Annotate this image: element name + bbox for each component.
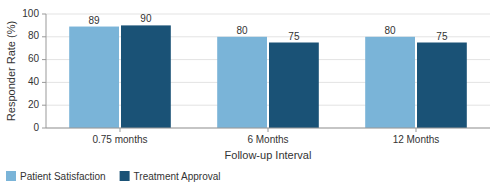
y-tick: [42, 82, 46, 83]
y-axis-line: [46, 14, 47, 128]
y-tick-label: 0: [33, 122, 39, 133]
data-label: 80: [237, 25, 249, 36]
data-label: 75: [288, 31, 300, 42]
bars: [69, 25, 467, 128]
legend-swatch: [6, 171, 16, 181]
x-tick: [268, 128, 269, 132]
y-grid: [46, 14, 490, 128]
x-tick: [120, 128, 121, 132]
data-label: 75: [436, 31, 448, 42]
y-tick-label: 20: [28, 99, 40, 110]
chart-container: 0 20 40 60 80 100 Responder Rate (%) 89 80 80 90 75…: [0, 0, 500, 190]
y-tick: [42, 59, 46, 60]
bar: [365, 37, 415, 128]
y-axis-label: Responder Rate (%): [5, 21, 17, 121]
bar: [417, 43, 467, 129]
data-labels: 89 80 80 90 75 75: [89, 13, 448, 41]
x-tick-label: 0.75 months: [92, 134, 147, 145]
y-tick-label: 80: [28, 30, 40, 41]
bar: [121, 25, 171, 128]
bar: [69, 27, 119, 128]
y-tick: [42, 36, 46, 37]
y-tick: [42, 105, 46, 106]
x-tick-label: 12 Months: [393, 134, 440, 145]
legend-item: Treatment Approval: [120, 171, 221, 182]
x-axis-label: Follow-up Interval: [225, 149, 312, 161]
legend-item: Patient Satisfaction: [6, 171, 106, 182]
bar: [269, 43, 319, 129]
x-tick-label: 6 Months: [247, 134, 288, 145]
page: {"chart_data": {"type": "bar", "categori…: [0, 0, 500, 190]
x-tick: [416, 128, 417, 132]
data-label: 80: [385, 25, 397, 36]
legend-label: Patient Satisfaction: [20, 171, 106, 182]
grid-line: [46, 14, 490, 15]
y-tick-label: 100: [22, 8, 39, 19]
x-axis: 0.75 months 6 Months 12 Months: [46, 128, 490, 145]
y-tick-label: 60: [28, 53, 40, 64]
legend-label: Treatment Approval: [134, 171, 221, 182]
data-label: 90: [140, 13, 152, 24]
data-label: 89: [89, 15, 101, 26]
chart-svg: 0 20 40 60 80 100 Responder Rate (%) 89 80 80 90 75…: [0, 0, 500, 190]
y-tick: [42, 128, 46, 129]
legend: Patient Satisfaction Treatment Approval: [6, 171, 221, 182]
y-axis: 0 20 40 60 80 100: [22, 8, 46, 133]
bar: [217, 37, 267, 128]
y-tick: [42, 14, 46, 15]
y-tick-label: 40: [28, 76, 40, 87]
legend-swatch: [120, 171, 130, 181]
